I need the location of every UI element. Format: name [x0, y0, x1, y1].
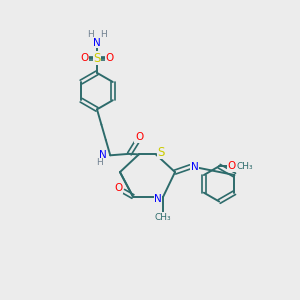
- Text: S: S: [158, 146, 165, 159]
- Text: H: H: [96, 158, 102, 167]
- Text: S: S: [93, 52, 101, 64]
- Text: CH₃: CH₃: [155, 213, 172, 222]
- Text: H: H: [100, 30, 107, 39]
- Text: O: O: [114, 183, 122, 193]
- Text: O: O: [80, 53, 89, 63]
- Text: N: N: [154, 194, 162, 204]
- Text: CH₃: CH₃: [236, 162, 253, 171]
- Text: O: O: [105, 53, 113, 63]
- Text: H: H: [87, 30, 94, 39]
- Text: N: N: [93, 38, 101, 47]
- Text: N: N: [99, 150, 107, 160]
- Text: O: O: [228, 161, 236, 171]
- Text: O: O: [135, 132, 143, 142]
- Text: N: N: [191, 162, 199, 172]
